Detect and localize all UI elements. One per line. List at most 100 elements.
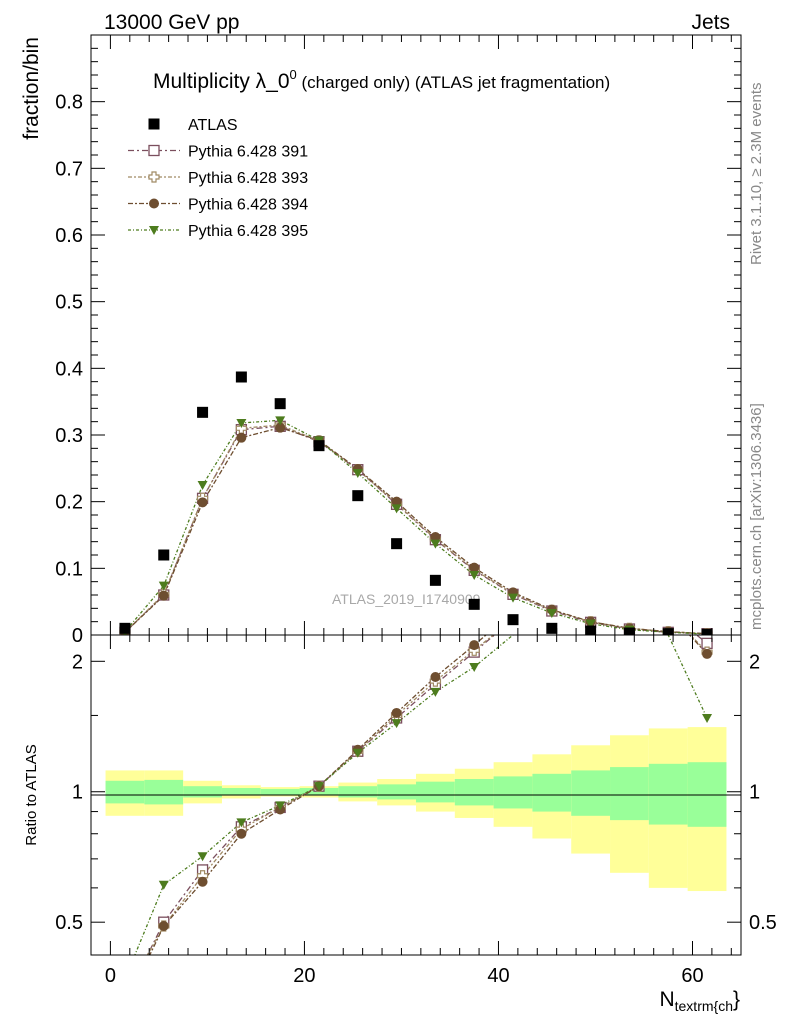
legend-label: Pythia 6.428 394 xyxy=(188,197,308,214)
band-stat xyxy=(648,763,688,825)
ratio-point xyxy=(275,801,286,811)
chart-title: Multiplicity λ_00 (charged only) (ATLAS … xyxy=(153,67,610,93)
ratio-point xyxy=(430,671,441,682)
x-axis-label-main: N xyxy=(659,988,674,1011)
data-point xyxy=(546,622,558,634)
legend-label: Pythia 6.428 391 xyxy=(188,144,308,161)
y-tick-label: 0.4 xyxy=(55,358,83,380)
series-point xyxy=(546,609,557,618)
ratio-tick-label-right: 0.5 xyxy=(749,912,777,934)
y-tick-label: 0.6 xyxy=(55,225,83,247)
y-tick-label: 0.8 xyxy=(55,92,83,114)
legend-marker xyxy=(149,198,159,209)
ratio-point xyxy=(469,663,480,673)
legend-marker xyxy=(148,171,160,183)
ratio-point xyxy=(430,687,441,697)
x-tick-label: 0 xyxy=(105,965,116,987)
data-point xyxy=(158,549,170,561)
y-tick-label: 0.1 xyxy=(55,558,83,580)
header-left: 13000 GeV pp xyxy=(104,11,239,34)
ratio-uncertainty-bands xyxy=(105,727,727,892)
series-point xyxy=(430,532,441,542)
chart-title-main: Multiplicity λ_0 xyxy=(153,70,290,93)
y-tick-label: 0.5 xyxy=(55,292,83,314)
legend-label: Pythia 6.428 395 xyxy=(188,223,308,240)
series-line xyxy=(124,419,708,635)
legend-marker xyxy=(149,226,159,235)
ratio-tick-label-right: 2 xyxy=(749,651,760,673)
series-point xyxy=(197,481,208,490)
band-stat xyxy=(260,788,300,795)
ratio-point xyxy=(391,719,402,729)
ratio-point xyxy=(158,880,169,890)
band-stat xyxy=(377,784,416,800)
y-tick-label: 0 xyxy=(72,625,83,647)
series-point xyxy=(469,571,480,580)
series-point xyxy=(275,422,286,433)
x-axis-label-sub: textrm{ch xyxy=(675,998,733,1014)
chart-title-sub: (charged only) (ATLAS jet fragmentation) xyxy=(297,73,610,92)
series-point xyxy=(469,562,480,573)
y-axis-label-top: fraction/bin xyxy=(20,37,43,140)
ratio-point xyxy=(120,1001,130,1011)
ratio-point xyxy=(391,707,402,718)
ratio-point xyxy=(197,852,208,862)
band-stat xyxy=(183,786,222,798)
y-axis-label-bottom: Ratio to ATLAS xyxy=(23,744,40,845)
band-stat xyxy=(144,779,184,805)
series-point xyxy=(236,432,247,443)
ratio-tick-label: 1 xyxy=(72,782,83,804)
data-point xyxy=(662,628,674,635)
ratio-point xyxy=(158,920,169,931)
data-point xyxy=(119,622,131,634)
ratio-point xyxy=(313,782,324,792)
ratio-point xyxy=(120,990,130,1000)
x-tick-label: 40 xyxy=(487,965,509,987)
series-point xyxy=(391,504,402,514)
data-point xyxy=(507,614,519,626)
series-point xyxy=(352,469,363,478)
data-point xyxy=(585,625,597,635)
band-stat xyxy=(454,779,494,806)
x-axis-label-tail: } xyxy=(733,988,740,1011)
series-line xyxy=(124,427,708,635)
ratio-point xyxy=(236,828,247,839)
series-line xyxy=(124,424,708,635)
ratio-point xyxy=(469,640,480,651)
series-point xyxy=(197,497,208,508)
legend-marker xyxy=(148,118,160,130)
y-tick-label: 0.3 xyxy=(55,425,83,447)
ratio-tick-label: 0.5 xyxy=(55,912,83,934)
ratio-line xyxy=(149,635,708,955)
series-point xyxy=(158,590,169,601)
band-stat xyxy=(610,767,649,821)
series-point xyxy=(275,416,286,426)
series-point xyxy=(585,619,596,629)
data-point xyxy=(623,627,635,635)
ratio-panel-series xyxy=(120,635,713,1011)
chart-title-sup: 0 xyxy=(290,67,297,82)
band-stat xyxy=(416,781,455,803)
series-point xyxy=(236,419,247,428)
series-point xyxy=(508,593,519,603)
series-point xyxy=(430,539,441,549)
ratio-point xyxy=(236,818,247,828)
data-point xyxy=(274,398,286,410)
ratio-point xyxy=(702,713,713,723)
ratio-tick-label: 2 xyxy=(72,651,83,673)
rivet-label: Rivet 3.1.10, ≥ 2.3M events xyxy=(748,83,765,266)
ratio-tick-label-right: 1 xyxy=(749,782,760,804)
band-stat xyxy=(221,788,261,796)
top-panel-series xyxy=(119,371,713,635)
ratio-point xyxy=(197,876,208,887)
watermark: ATLAS_2019_I1740909 xyxy=(332,591,481,607)
band-stat xyxy=(571,770,611,816)
data-point xyxy=(468,598,480,610)
band-stat xyxy=(532,773,572,812)
band-stat xyxy=(105,780,145,804)
series-point xyxy=(391,496,402,507)
mcplots-label: mcplots.cern.ch [arXiv:1306.3436] xyxy=(748,403,765,630)
y-tick-label: 0.7 xyxy=(55,158,83,180)
x-tick-label: 60 xyxy=(681,965,703,987)
x-axis-label: Ntextrm{ch} xyxy=(659,988,740,1014)
